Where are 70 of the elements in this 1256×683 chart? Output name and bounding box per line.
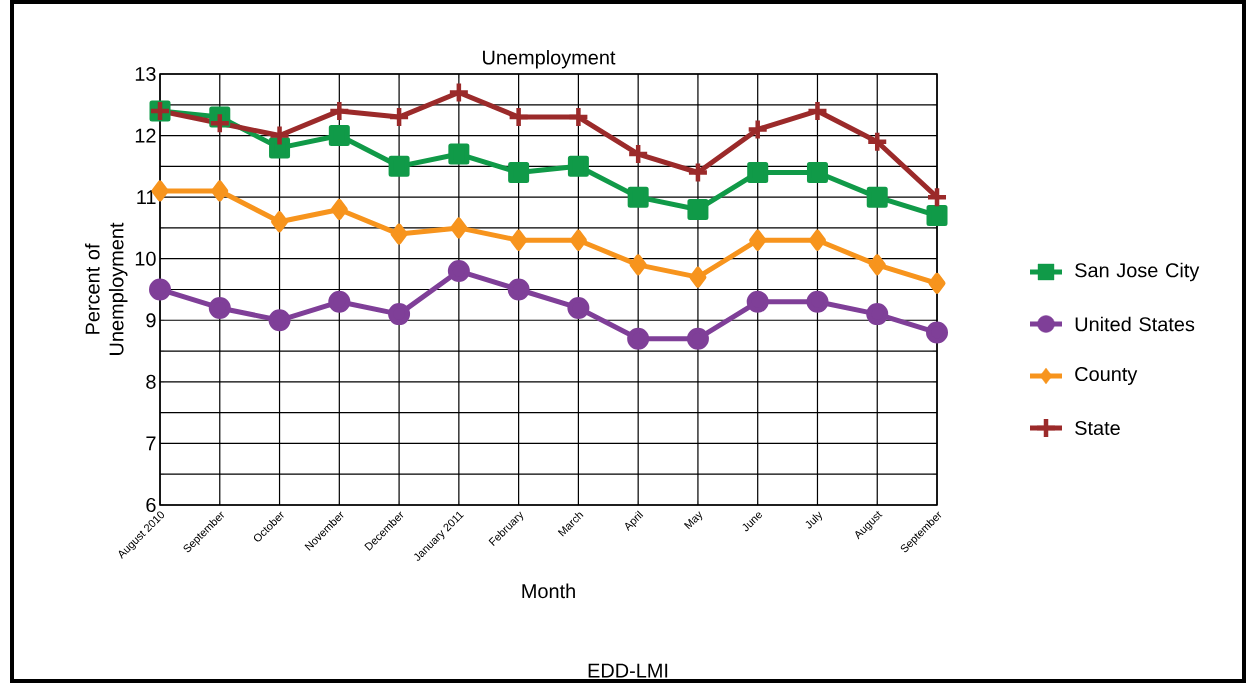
point — [865, 130, 889, 153]
point — [269, 137, 291, 159]
y-axis-title: Percent of Unemployment — [85, 222, 128, 355]
point — [868, 254, 886, 276]
point — [390, 223, 408, 245]
point — [388, 155, 410, 177]
point — [747, 162, 769, 183]
point — [749, 229, 767, 251]
point — [268, 309, 291, 332]
point — [687, 198, 709, 220]
point — [808, 229, 826, 251]
point — [686, 161, 710, 184]
point — [689, 266, 707, 288]
point — [567, 296, 590, 319]
point — [508, 162, 530, 183]
point — [629, 254, 647, 276]
point — [507, 105, 530, 129]
point — [387, 105, 411, 129]
x-tick-label: July — [805, 511, 823, 529]
point — [567, 155, 589, 177]
point — [149, 278, 172, 301]
point — [447, 260, 470, 283]
point — [567, 105, 590, 129]
point — [926, 321, 949, 344]
point — [806, 162, 828, 183]
point — [208, 112, 232, 135]
point — [746, 290, 769, 313]
point — [330, 198, 348, 220]
point — [569, 229, 587, 251]
point — [806, 99, 829, 123]
point — [866, 186, 888, 208]
y-tick-label: 8 — [146, 374, 156, 389]
point — [926, 205, 948, 227]
point — [448, 143, 470, 165]
text: EDD-LMI — [588, 663, 668, 678]
point — [626, 142, 650, 166]
point — [507, 278, 530, 301]
point — [925, 185, 949, 209]
point — [866, 303, 889, 326]
y-tick-label: 12 — [135, 128, 156, 143]
point — [388, 303, 411, 326]
point — [271, 211, 289, 233]
y-tick-label: 7 — [146, 436, 156, 451]
y-tick-label: 9 — [146, 313, 156, 328]
y-tick-label: 10 — [135, 251, 156, 266]
point — [208, 296, 231, 319]
y-tick-label: 13 — [135, 66, 156, 82]
legend-label: San Jose City — [1075, 262, 1200, 282]
legend-label: United States — [1075, 316, 1195, 332]
x-tick-label: May — [683, 511, 703, 530]
point — [627, 327, 650, 350]
point — [328, 290, 351, 313]
point — [328, 99, 351, 123]
x-axis-title: Month — [522, 583, 575, 599]
legend-label: County — [1075, 366, 1138, 386]
point — [328, 125, 350, 147]
y-tick-label: 6 — [146, 497, 156, 513]
point — [928, 272, 946, 294]
point — [686, 327, 709, 350]
point — [450, 217, 468, 239]
point — [806, 290, 829, 313]
point — [268, 124, 291, 147]
point — [211, 180, 229, 202]
point — [627, 186, 649, 208]
legend-label: State — [1075, 420, 1120, 436]
point — [746, 118, 769, 141]
point — [510, 229, 528, 251]
y-tick-label: 11 — [137, 190, 156, 204]
chart-title: Unemployment — [483, 49, 616, 69]
point — [447, 81, 471, 104]
